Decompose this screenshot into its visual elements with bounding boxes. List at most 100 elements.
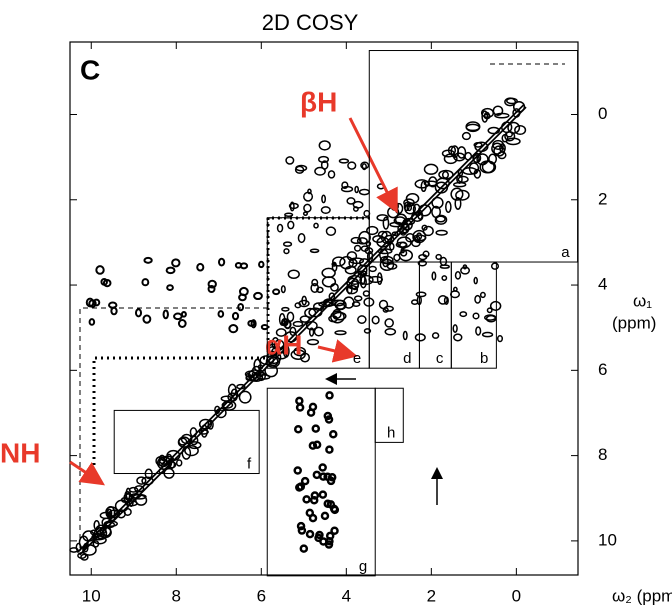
contour (95, 265, 105, 275)
contour (362, 290, 371, 297)
contour (397, 222, 410, 235)
contour (348, 258, 358, 268)
contour (105, 506, 116, 520)
contour (134, 485, 145, 493)
contour (288, 202, 299, 210)
contour (332, 256, 346, 267)
contour (449, 290, 461, 299)
contour (135, 494, 148, 506)
contour (452, 286, 458, 292)
contour (181, 446, 192, 460)
y-tick-label: 2 (598, 189, 607, 208)
contour (412, 203, 421, 215)
contour (484, 314, 497, 321)
contour (400, 248, 406, 254)
contour (200, 424, 208, 438)
contour (328, 292, 336, 301)
region-label: g (359, 558, 367, 575)
contour (258, 260, 265, 269)
contour (346, 197, 356, 205)
contour (285, 156, 295, 165)
contour (461, 131, 472, 141)
contour (220, 395, 233, 402)
contour (297, 526, 307, 535)
contour (504, 97, 517, 107)
contour (286, 311, 295, 323)
contour (321, 276, 337, 288)
contour (231, 311, 240, 321)
contour (479, 291, 486, 299)
contour (474, 294, 482, 304)
contour (472, 154, 480, 163)
contour (340, 185, 354, 193)
contour (158, 458, 169, 468)
contour (249, 373, 264, 383)
region-box (113, 409, 260, 475)
contour (280, 285, 286, 294)
contour (217, 257, 226, 267)
region-box (368, 261, 420, 369)
contour (297, 232, 306, 244)
x-tick-label: 10 (82, 586, 101, 605)
contour (368, 265, 377, 273)
contour (88, 299, 97, 308)
contour (347, 161, 357, 170)
contour (308, 327, 315, 337)
contour (454, 271, 462, 280)
contour (171, 258, 181, 268)
contour (296, 521, 306, 531)
contour (308, 402, 318, 412)
contour (283, 319, 292, 330)
contour (290, 349, 306, 360)
contour (166, 284, 174, 291)
contour (293, 466, 302, 475)
contour (283, 248, 290, 255)
contour (431, 332, 440, 339)
contour (456, 174, 463, 184)
contour (198, 418, 213, 430)
contour (91, 533, 107, 541)
contour (417, 204, 432, 217)
contour (325, 226, 337, 236)
contour (136, 476, 147, 485)
contour (450, 187, 464, 201)
contour (120, 496, 129, 503)
contour (356, 237, 368, 245)
contour (434, 214, 448, 225)
contour (325, 391, 334, 400)
contour (294, 302, 302, 309)
contours (69, 97, 527, 561)
contour (398, 249, 413, 262)
contour (472, 312, 480, 320)
contour (420, 180, 427, 193)
contour (473, 276, 478, 285)
contour (318, 140, 331, 151)
contour (399, 226, 408, 236)
contour (275, 328, 287, 337)
contour (476, 153, 489, 166)
contour (489, 300, 502, 311)
contour (142, 314, 152, 324)
y-axis-label: ω₁ (633, 291, 652, 310)
contour (292, 320, 304, 328)
contour (331, 262, 338, 272)
contour (295, 483, 304, 492)
contour (414, 211, 421, 217)
contour (334, 330, 347, 336)
contour (165, 266, 176, 275)
annotation: αH (265, 329, 302, 360)
contour (282, 241, 293, 247)
contour (295, 396, 304, 406)
contour (304, 307, 317, 319)
contour (389, 242, 395, 251)
contour (410, 299, 419, 305)
x-tick-label: 6 (257, 586, 266, 605)
contour (460, 266, 471, 275)
contour (496, 335, 504, 343)
contour (313, 222, 319, 229)
contour (141, 278, 150, 287)
contour (103, 520, 118, 527)
contour (305, 529, 315, 539)
